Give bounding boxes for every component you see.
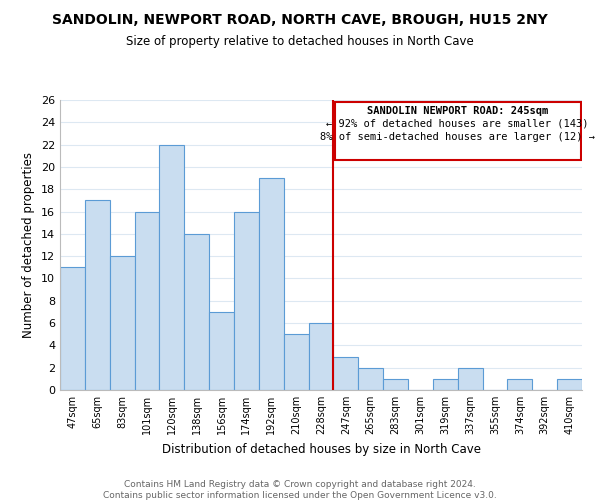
Bar xyxy=(234,212,259,390)
Text: Contains public sector information licensed under the Open Government Licence v3: Contains public sector information licen… xyxy=(103,491,497,500)
Text: Size of property relative to detached houses in North Cave: Size of property relative to detached ho… xyxy=(126,35,474,48)
Bar xyxy=(308,323,334,390)
Bar xyxy=(508,379,532,390)
Bar xyxy=(60,268,85,390)
Bar xyxy=(184,234,209,390)
Bar xyxy=(134,212,160,390)
Bar xyxy=(85,200,110,390)
X-axis label: Distribution of detached houses by size in North Cave: Distribution of detached houses by size … xyxy=(161,442,481,456)
Y-axis label: Number of detached properties: Number of detached properties xyxy=(22,152,35,338)
Bar xyxy=(433,379,458,390)
Text: SANDOLIN NEWPORT ROAD: 245sqm: SANDOLIN NEWPORT ROAD: 245sqm xyxy=(367,106,548,116)
Bar xyxy=(259,178,284,390)
Bar xyxy=(284,334,308,390)
Bar xyxy=(334,356,358,390)
Bar xyxy=(335,102,581,160)
Bar xyxy=(110,256,134,390)
Text: 8% of semi-detached houses are larger (12) →: 8% of semi-detached houses are larger (1… xyxy=(320,132,595,142)
Bar xyxy=(383,379,408,390)
Text: ← 92% of detached houses are smaller (143): ← 92% of detached houses are smaller (14… xyxy=(326,119,589,129)
Text: SANDOLIN, NEWPORT ROAD, NORTH CAVE, BROUGH, HU15 2NY: SANDOLIN, NEWPORT ROAD, NORTH CAVE, BROU… xyxy=(52,12,548,26)
Bar xyxy=(209,312,234,390)
Bar xyxy=(358,368,383,390)
Bar xyxy=(557,379,582,390)
Text: Contains HM Land Registry data © Crown copyright and database right 2024.: Contains HM Land Registry data © Crown c… xyxy=(124,480,476,489)
Bar xyxy=(458,368,482,390)
Bar xyxy=(160,144,184,390)
